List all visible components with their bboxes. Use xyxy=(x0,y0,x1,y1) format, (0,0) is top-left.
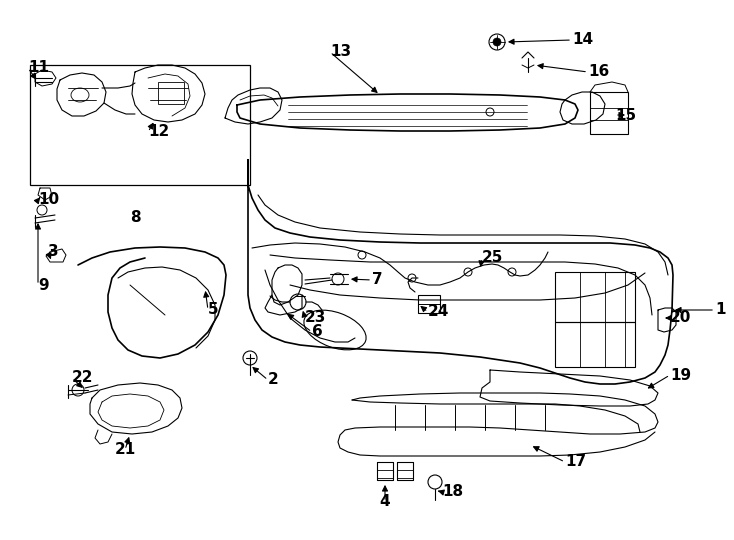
Text: 11: 11 xyxy=(28,60,49,76)
Text: 18: 18 xyxy=(442,484,463,500)
Text: 15: 15 xyxy=(615,107,636,123)
Text: 14: 14 xyxy=(572,32,593,48)
Bar xyxy=(555,272,635,322)
Text: 8: 8 xyxy=(130,211,140,226)
Bar xyxy=(158,82,184,104)
Text: 3: 3 xyxy=(48,245,59,260)
Text: 24: 24 xyxy=(428,305,449,320)
Text: 23: 23 xyxy=(305,310,327,326)
Text: 17: 17 xyxy=(565,455,586,469)
Text: 5: 5 xyxy=(208,302,219,318)
Text: 22: 22 xyxy=(72,370,93,386)
Text: 21: 21 xyxy=(115,442,136,457)
Text: 7: 7 xyxy=(372,273,382,287)
Text: 2: 2 xyxy=(268,373,279,388)
Text: 25: 25 xyxy=(482,251,504,266)
Bar xyxy=(418,295,440,313)
Circle shape xyxy=(493,38,501,46)
Text: 1: 1 xyxy=(715,302,725,318)
Text: 16: 16 xyxy=(588,64,609,79)
Bar xyxy=(555,322,635,367)
Text: 12: 12 xyxy=(148,125,170,139)
Text: 19: 19 xyxy=(670,368,691,382)
Text: 4: 4 xyxy=(379,495,390,510)
Bar xyxy=(30,65,250,185)
Bar xyxy=(590,92,628,134)
Text: 20: 20 xyxy=(670,310,691,326)
Text: 13: 13 xyxy=(330,44,351,59)
Text: 9: 9 xyxy=(38,278,48,293)
Text: 10: 10 xyxy=(38,192,59,207)
Text: 6: 6 xyxy=(312,325,323,340)
